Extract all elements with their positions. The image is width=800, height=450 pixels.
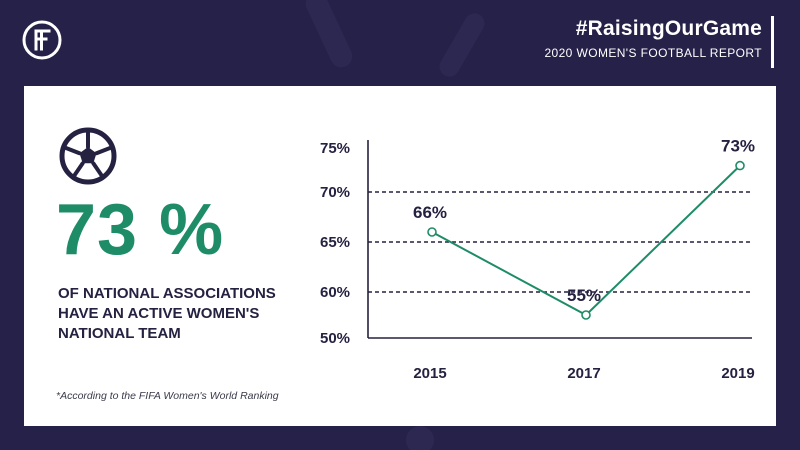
header-accent-bar — [771, 16, 774, 68]
y-tick-label: 50% — [320, 330, 350, 347]
line-chart: 75% 70% 65% 60% 50% 2015 2017 2019 66% 55% 73% — [320, 137, 755, 382]
content-card: 73 % OF NATIONAL ASSOCIATIONS HAVE AN AC… — [24, 86, 776, 426]
fifa-logo-icon — [22, 20, 62, 60]
x-tick-label: 2015 — [413, 365, 446, 382]
y-tick-label: 70% — [320, 184, 350, 201]
data-point — [427, 227, 437, 237]
report-title: 2020 WOMEN'S FOOTBALL REPORT — [544, 46, 762, 60]
data-label: 66% — [413, 203, 447, 222]
data-point — [581, 310, 591, 320]
football-icon — [59, 127, 117, 185]
data-label: 73% — [721, 137, 755, 156]
x-tick-label: 2017 — [567, 365, 600, 382]
data-point — [735, 160, 745, 171]
data-label: 55% — [567, 286, 601, 305]
y-tick-label: 60% — [320, 284, 350, 301]
footnote: *According to the FIFA Women's World Ran… — [56, 390, 279, 402]
headline-percentage: 73 % — [56, 190, 225, 270]
y-tick-label: 65% — [320, 234, 350, 251]
x-tick-label: 2019 — [721, 365, 754, 382]
header: #RaisingOurGame 2020 WOMEN'S FOOTBALL RE… — [544, 16, 762, 61]
hashtag: #RaisingOurGame — [575, 17, 762, 40]
y-tick-label: 75% — [320, 140, 350, 157]
stat-description: OF NATIONAL ASSOCIATIONS HAVE AN ACTIVE … — [58, 285, 276, 342]
